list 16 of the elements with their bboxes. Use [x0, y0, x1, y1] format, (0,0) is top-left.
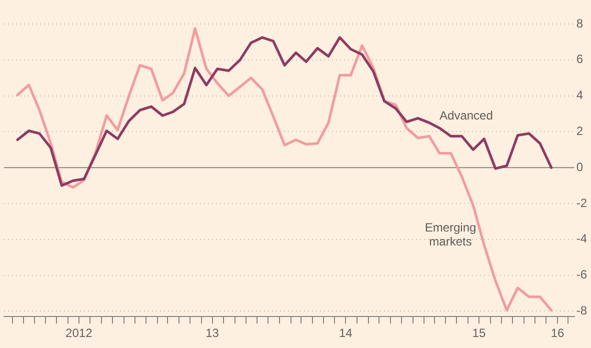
- y-tick-label: -4: [576, 232, 588, 246]
- x-tick-label: 14: [338, 326, 353, 340]
- x-tick-label: 15: [472, 326, 486, 340]
- series-label: Emerging markets: [424, 220, 476, 248]
- y-tick-label: 0: [576, 160, 584, 174]
- x-tick-label: 2012: [66, 326, 93, 340]
- x-tick-label: 13: [206, 326, 220, 340]
- y-tick-label: 4: [576, 88, 584, 102]
- y-tick-label: -2: [576, 196, 588, 210]
- series-label: Advanced: [440, 108, 493, 122]
- x-tick-label: 16: [550, 326, 565, 340]
- y-tick-label: 2: [576, 124, 584, 138]
- y-tick-label: -8: [576, 304, 588, 318]
- y-tick-label: 6: [576, 52, 584, 66]
- y-tick-label: -6: [576, 268, 588, 282]
- y-tick-label: 8: [576, 16, 584, 30]
